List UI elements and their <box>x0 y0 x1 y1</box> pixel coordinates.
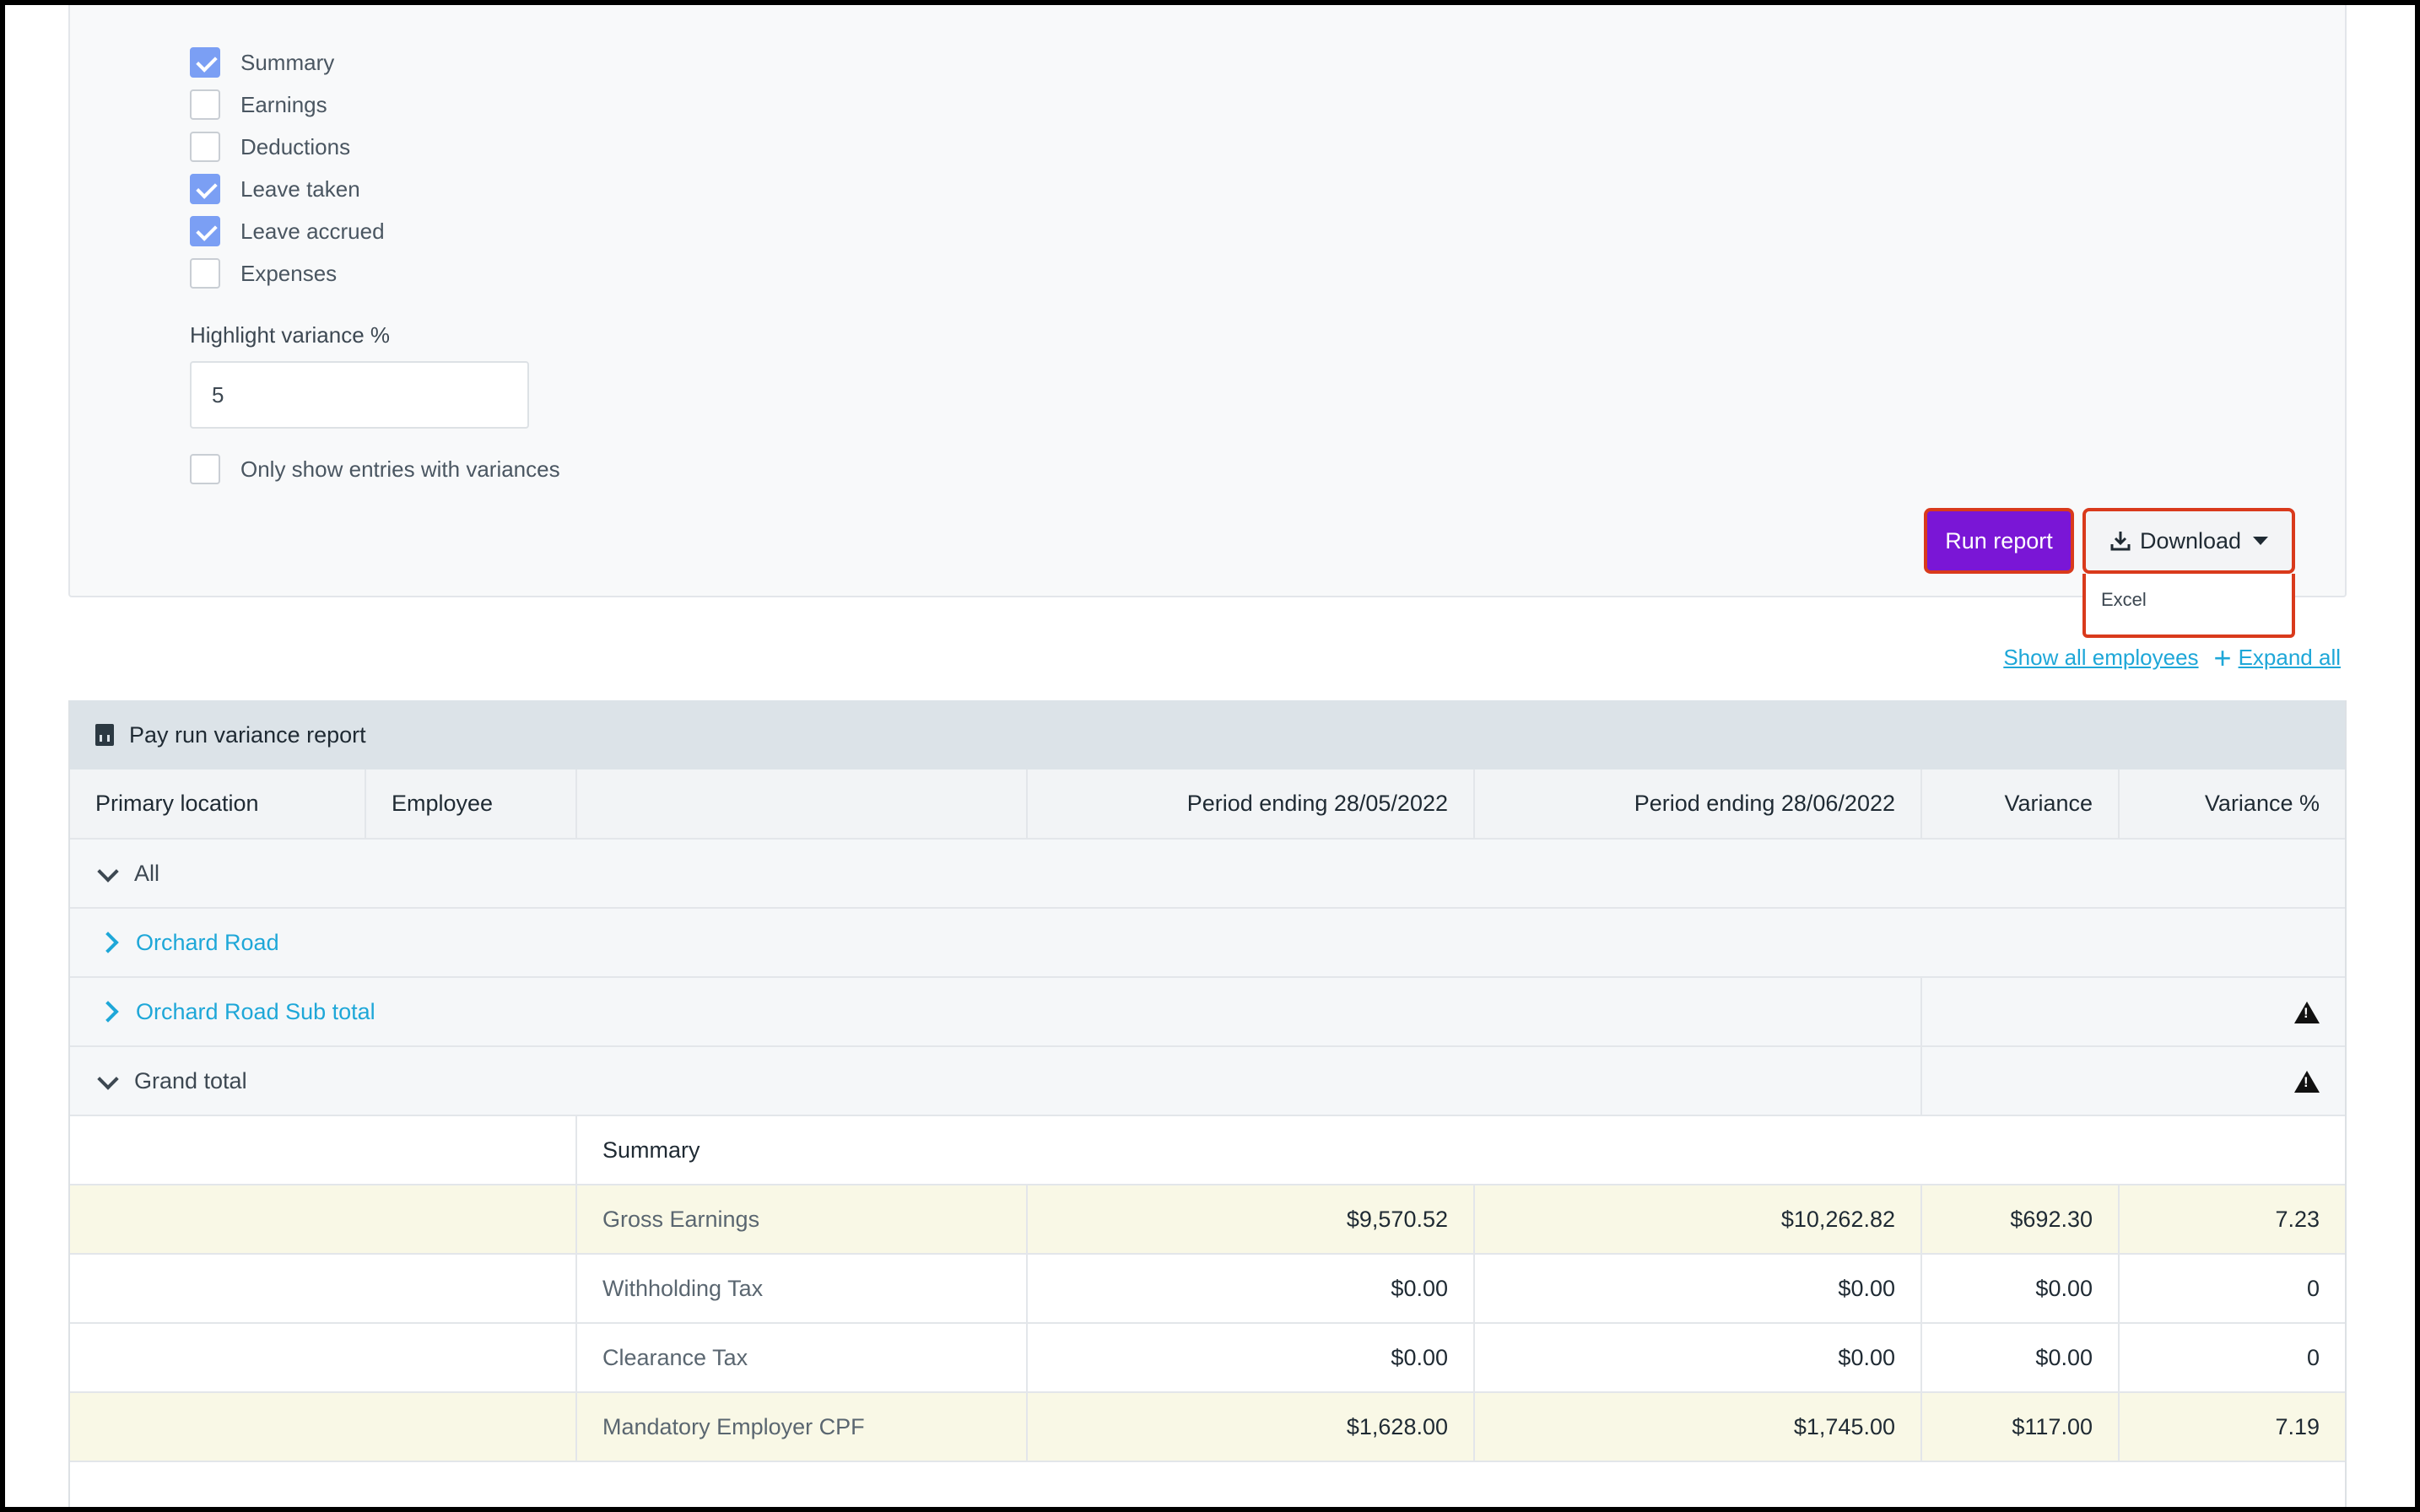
period-2-value: $1,745.00 <box>1474 1392 1922 1462</box>
period-2-value: $10,262.82 <box>1474 1185 1922 1255</box>
column-header-primary-location[interactable]: Primary location <box>70 770 366 840</box>
checkbox-row-summary[interactable]: Summary <box>190 46 334 79</box>
variance-report: Pay run variance report Primary location… <box>68 700 2347 1507</box>
group-row-orchard-road[interactable]: Orchard Road <box>70 908 2345 978</box>
checkbox-label: Expenses <box>240 260 338 286</box>
period-2-value: $0.00 <box>1474 1323 1922 1393</box>
checkbox-label: Leave accrued <box>240 218 385 244</box>
table-row: Withholding Tax $0.00 $0.00 $0.00 0 <box>70 1254 2345 1324</box>
variance-value: $0.00 <box>1921 1254 2120 1324</box>
variance-value: $117.00 <box>1921 1392 2120 1462</box>
report-document-icon <box>95 724 114 746</box>
chevron-right-icon[interactable] <box>97 1001 119 1023</box>
report-header: Pay run variance report <box>70 700 2345 770</box>
highlight-variance-input[interactable] <box>190 361 529 429</box>
earnings-checkbox[interactable] <box>190 89 220 120</box>
report-title: Pay run variance report <box>129 721 366 748</box>
app-frame: Summary Earnings Deductions Leave taken … <box>5 5 2415 1507</box>
group-label-orchard-sub-total[interactable]: Orchard Road Sub total <box>136 998 375 1024</box>
column-header-item <box>576 770 1028 840</box>
checkbox-label: Leave taken <box>240 176 360 202</box>
summary-checkbox[interactable] <box>190 47 220 78</box>
table-header-row: Primary location Employee Period ending … <box>70 770 2345 840</box>
variance-value: $0.00 <box>1921 1323 2120 1393</box>
highlight-variance-label: Highlight variance % <box>190 322 391 348</box>
warning-icon <box>2294 1071 2320 1094</box>
leave-taken-checkbox[interactable] <box>190 174 220 204</box>
chevron-right-icon[interactable] <box>97 932 119 954</box>
variance-pct-value: 7.23 <box>2119 1185 2345 1255</box>
run-report-button[interactable]: Run report <box>1924 508 2074 574</box>
checkbox-row-expenses[interactable]: Expenses <box>190 256 337 290</box>
report-table: Primary location Employee Period ending … <box>70 770 2345 1462</box>
leave-accrued-checkbox[interactable] <box>190 216 220 246</box>
summary-label: Summary <box>575 1115 2345 1185</box>
checkbox-row-earnings[interactable]: Earnings <box>190 88 327 122</box>
group-label-all: All <box>134 860 160 886</box>
column-header-variance[interactable]: Variance <box>1921 770 2120 840</box>
checkbox-row-leave-taken[interactable]: Leave taken <box>190 172 360 206</box>
table-row: Clearance Tax $0.00 $0.00 $0.00 0 <box>70 1323 2345 1393</box>
group-row-all[interactable]: All <box>70 839 2345 909</box>
download-label: Download <box>2139 527 2242 554</box>
expand-all-link[interactable]: Expand all <box>2238 645 2341 670</box>
chevron-down-icon[interactable] <box>97 1068 119 1091</box>
group-label-orchard-road[interactable]: Orchard Road <box>136 929 279 955</box>
show-all-employees-link[interactable]: Show all employees <box>2003 645 2199 670</box>
checkbox-row-leave-accrued[interactable]: Leave accrued <box>190 214 385 248</box>
variance-pct-value: 7.19 <box>2119 1392 2345 1462</box>
download-icon <box>2110 532 2131 551</box>
period-1-value: $1,628.00 <box>1027 1392 1475 1462</box>
checkbox-label: Only show entries with variances <box>240 456 560 482</box>
column-header-period-2[interactable]: Period ending 28/06/2022 <box>1474 770 1922 840</box>
row-label: Gross Earnings <box>576 1185 1028 1255</box>
period-2-value: $0.00 <box>1474 1254 1922 1324</box>
chevron-down-icon[interactable] <box>97 861 119 883</box>
warning-icon <box>2294 1002 2320 1024</box>
row-label: Withholding Tax <box>576 1254 1028 1324</box>
column-header-period-1[interactable]: Period ending 28/05/2022 <box>1027 770 1475 840</box>
period-1-value: $0.00 <box>1027 1323 1475 1393</box>
expenses-checkbox[interactable] <box>190 258 220 289</box>
download-button[interactable]: Download <box>2082 508 2295 574</box>
group-label-grand-total: Grand total <box>134 1067 247 1094</box>
group-row-orchard-sub-total[interactable]: Orchard Road Sub total <box>70 977 2345 1047</box>
table-row: Mandatory Employer CPF $1,628.00 $1,745.… <box>70 1392 2345 1462</box>
group-row-grand-total[interactable]: Grand total <box>70 1046 2345 1116</box>
column-header-employee[interactable]: Employee <box>365 770 577 840</box>
deductions-checkbox[interactable] <box>190 132 220 162</box>
checkbox-label: Deductions <box>240 133 351 159</box>
checkbox-row-deductions[interactable]: Deductions <box>190 130 350 164</box>
checkbox-row-only-variances[interactable]: Only show entries with variances <box>190 452 560 486</box>
report-filter-panel: Summary Earnings Deductions Leave taken … <box>68 5 2347 597</box>
column-header-variance-pct[interactable]: Variance % <box>2119 770 2345 840</box>
plus-icon: + <box>2213 640 2232 675</box>
variance-pct-value: 0 <box>2119 1323 2345 1393</box>
row-label: Mandatory Employer CPF <box>576 1392 1028 1462</box>
report-links: Show all employees + Expand all <box>2003 640 2341 675</box>
summary-header-row: Summary <box>70 1115 2345 1185</box>
checkbox-label: Summary <box>240 49 335 75</box>
download-dropdown-menu: Excel <box>2082 574 2295 638</box>
variance-pct-value: 0 <box>2119 1254 2345 1324</box>
variance-value: $692.30 <box>1921 1185 2120 1255</box>
only-variances-checkbox[interactable] <box>190 454 220 484</box>
caret-down-icon <box>2253 537 2269 545</box>
row-label: Clearance Tax <box>576 1323 1028 1393</box>
period-1-value: $9,570.52 <box>1027 1185 1475 1255</box>
menu-item-excel[interactable]: Excel <box>2101 589 2147 610</box>
period-1-value: $0.00 <box>1027 1254 1475 1324</box>
table-row: Gross Earnings $9,570.52 $10,262.82 $692… <box>70 1185 2345 1255</box>
checkbox-label: Earnings <box>240 91 327 117</box>
